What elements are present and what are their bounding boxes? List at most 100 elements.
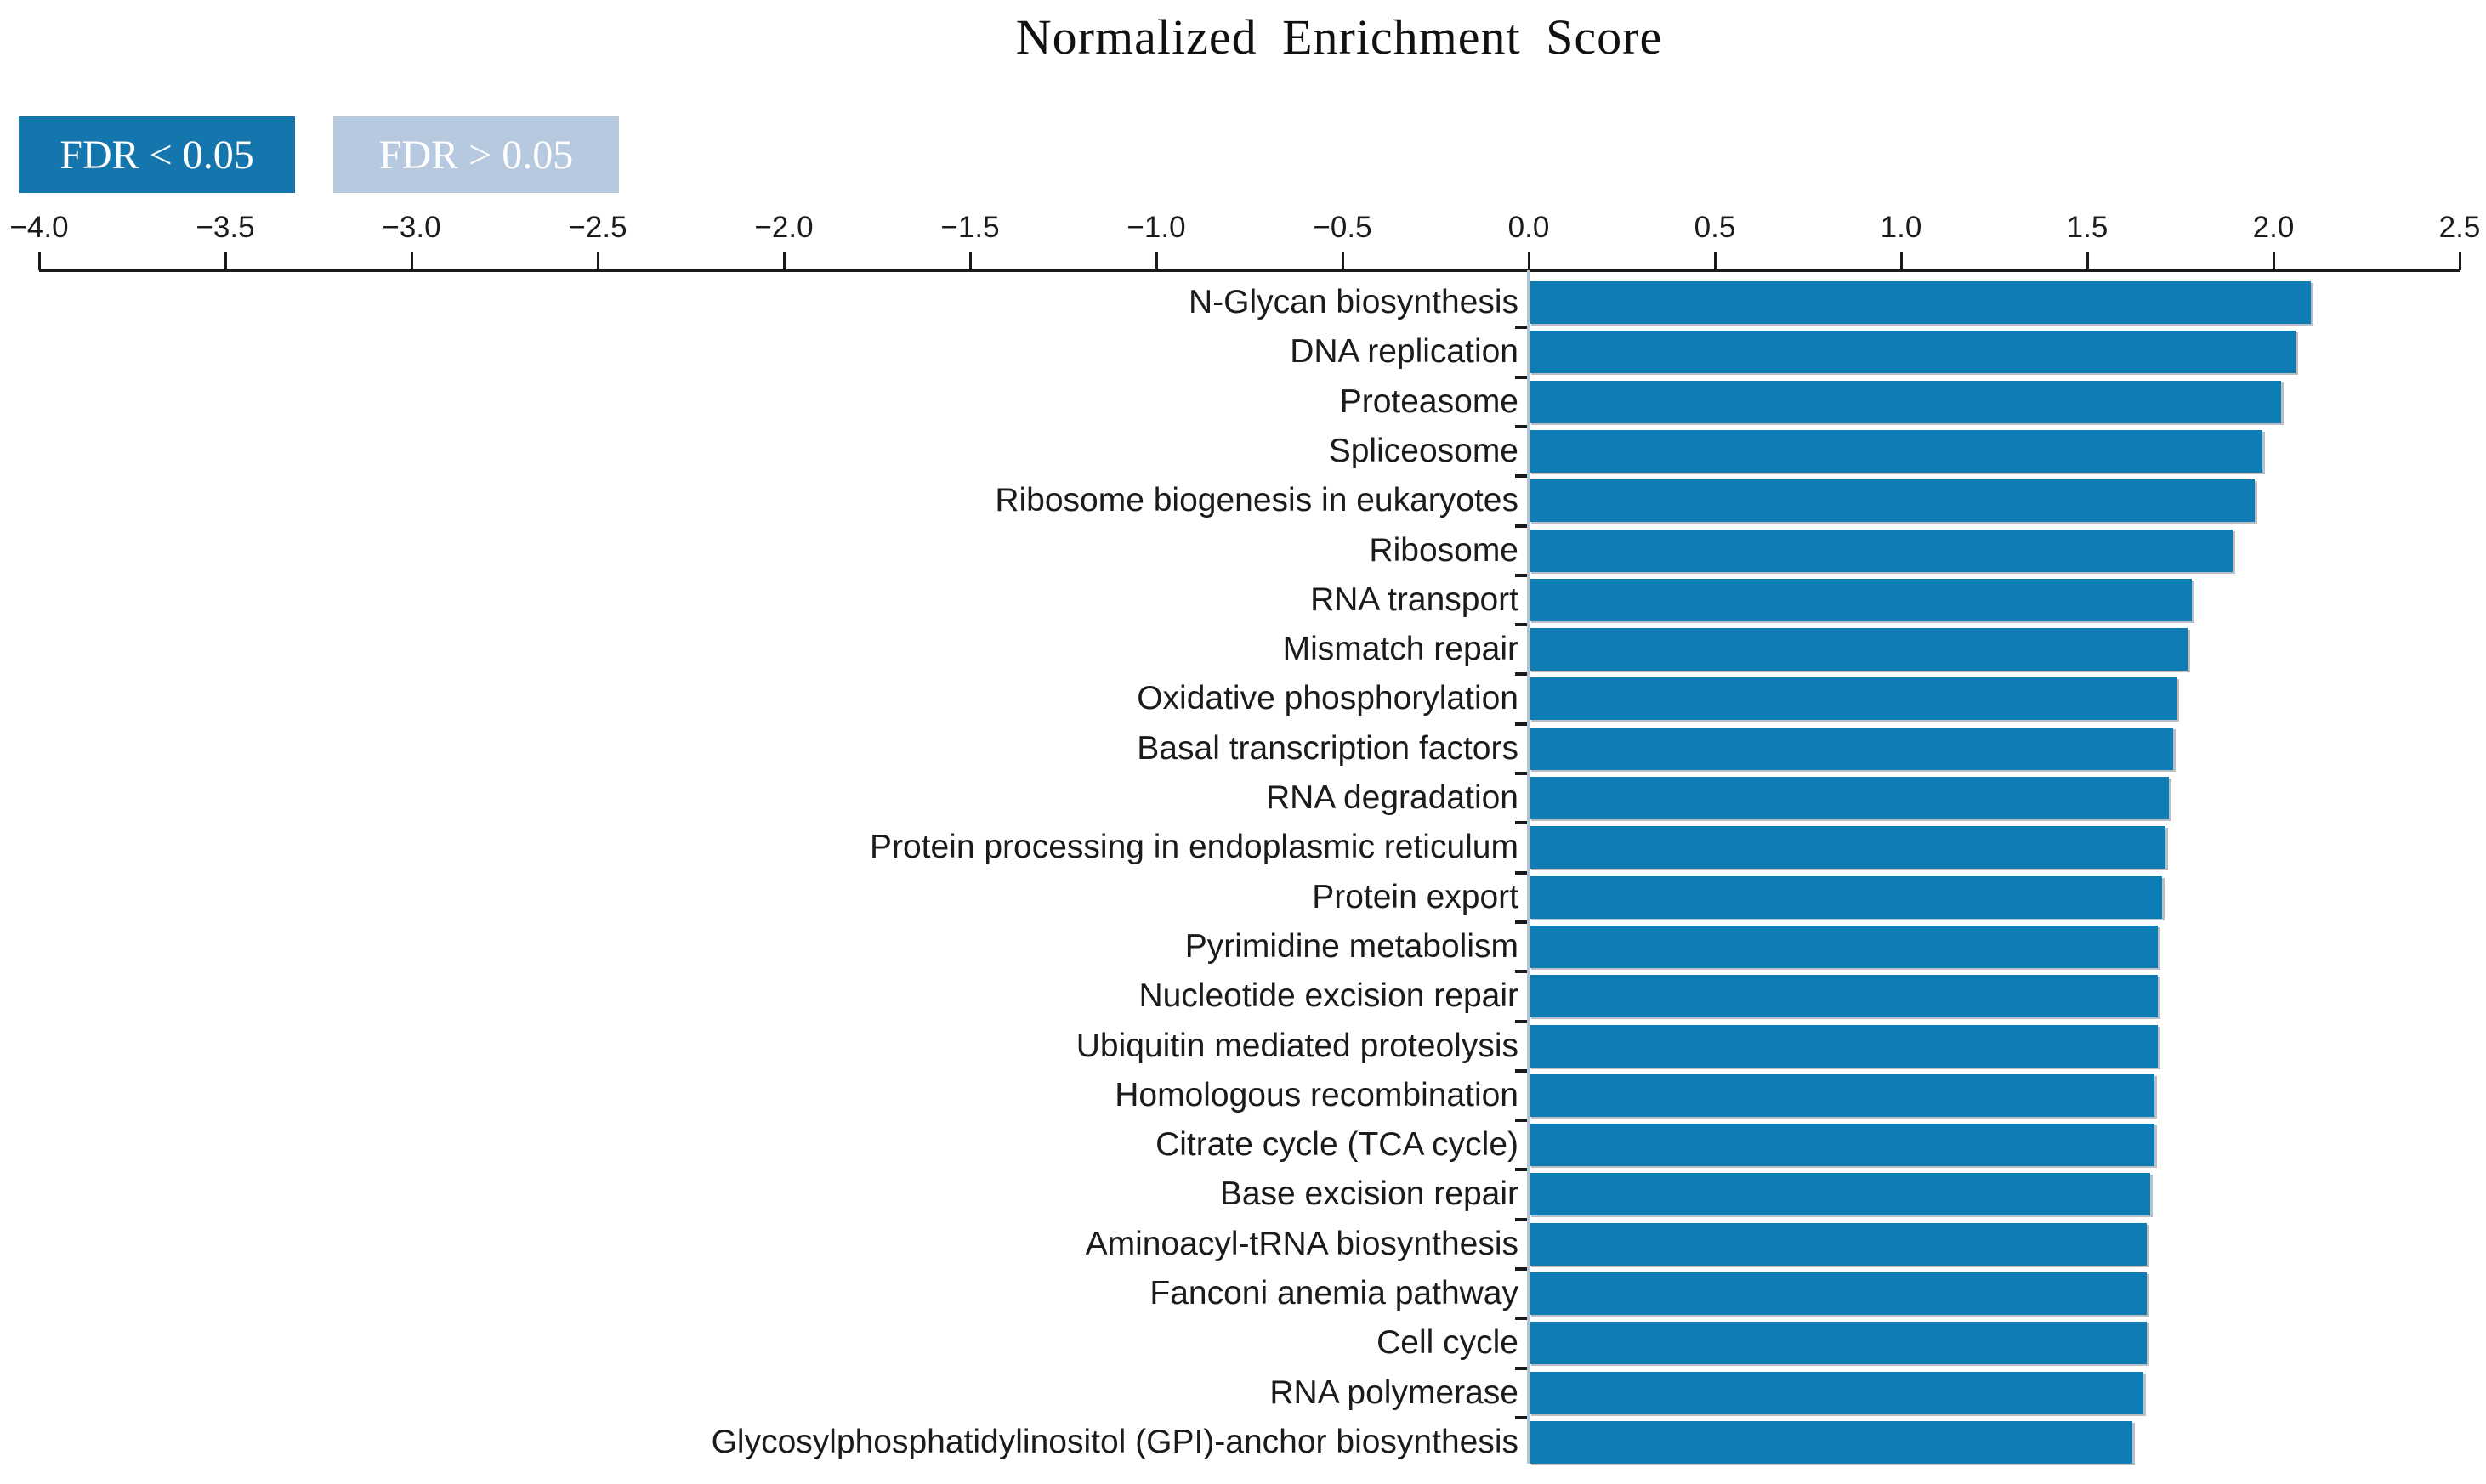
x-axis-tick-label: 1.0: [1880, 211, 1922, 244]
category-label: Proteasome: [1339, 382, 1518, 420]
category-label: Mismatch repair: [1282, 631, 1518, 668]
category-axis-tick: [1515, 821, 1529, 825]
category-axis-tick: [1515, 772, 1529, 775]
category-axis-tick: [1515, 1415, 1529, 1419]
category-axis-tick: [1515, 375, 1529, 379]
bar: [1529, 1420, 2132, 1464]
bar: [1529, 429, 2262, 473]
x-axis-tick: [2458, 252, 2461, 270]
bar: [1529, 1124, 2154, 1167]
category-axis-tick: [1515, 1068, 1529, 1073]
bar: [1529, 1222, 2148, 1266]
x-axis-tick: [224, 252, 227, 270]
category-label: Ribosome: [1369, 531, 1518, 569]
x-axis-tick: [37, 252, 41, 270]
x-axis-tick-label: −2.0: [754, 211, 814, 244]
category-label: Glycosylphosphatidylinositol (GPI)-ancho…: [711, 1423, 1518, 1460]
category-label: RNA transport: [1310, 581, 1518, 618]
x-axis-tick-label: 2.0: [2252, 211, 2295, 244]
bar: [1529, 875, 2162, 919]
x-axis-tick-label: 2.5: [2438, 211, 2481, 244]
category-axis-tick: [1515, 920, 1529, 924]
legend-fdr-significant: FDR < 0.05: [19, 116, 295, 193]
category-label: Protein export: [1312, 878, 1518, 915]
bar: [1529, 826, 2165, 869]
category-axis-tick: [1515, 1019, 1529, 1023]
category-axis-tick: [1515, 970, 1529, 974]
category-label: Fanconi anemia pathway: [1149, 1275, 1518, 1311]
category-axis-tick: [1515, 474, 1529, 479]
x-axis-tick: [596, 252, 599, 270]
category-label: Citrate cycle (TCA cycle): [1155, 1126, 1518, 1164]
category-label: Cell cycle: [1376, 1324, 1518, 1362]
x-axis-tick-label: 0.5: [1694, 211, 1736, 244]
chart-title: Normalized Enrichment Score: [1015, 9, 1663, 65]
zero-axis-line: [1527, 270, 1530, 1464]
category-axis-tick: [1515, 1366, 1529, 1370]
x-axis-tick-label: −2.5: [568, 211, 627, 244]
category-label: Homologous recombination: [1115, 1076, 1518, 1113]
category-axis-tick: [1515, 573, 1529, 577]
category-label: Protein processing in endoplasmic reticu…: [869, 829, 1518, 866]
category-label: Base excision repair: [1219, 1175, 1518, 1213]
x-axis-tick: [410, 252, 413, 270]
category-axis-tick: [1515, 870, 1529, 875]
x-axis-tick-label: −0.5: [1313, 211, 1372, 244]
x-axis-tick-label: 1.5: [2066, 211, 2109, 244]
category-axis-tick: [1515, 623, 1529, 627]
bar: [1529, 1024, 2159, 1068]
category-axis-tick: [1515, 1119, 1529, 1123]
bar: [1529, 677, 2177, 721]
x-axis-tick-label: −3.0: [382, 211, 441, 244]
category-label: RNA degradation: [1265, 779, 1518, 816]
bar: [1529, 1173, 2151, 1216]
x-axis-tick: [968, 252, 972, 270]
x-axis-tick-label: −4.0: [9, 211, 69, 244]
category-label: Oxidative phosphorylation: [1137, 680, 1518, 717]
bar: [1529, 925, 2159, 968]
x-axis-tick: [1155, 252, 1158, 270]
category-axis-tick: [1515, 1267, 1529, 1271]
x-axis-tick: [1341, 252, 1344, 270]
category-axis-tick: [1515, 1217, 1529, 1221]
x-axis-tick: [2086, 252, 2089, 270]
bar: [1529, 628, 2188, 671]
bar: [1529, 777, 2170, 819]
legend-fdr-nonsignificant: FDR > 0.05: [333, 116, 619, 193]
category-label: DNA replication: [1290, 333, 1518, 371]
x-axis-tick-label: −1.0: [1127, 211, 1186, 244]
bar: [1529, 1272, 2148, 1315]
x-axis-tick: [1713, 252, 1717, 270]
category-label: Ubiquitin mediated proteolysis: [1076, 1027, 1518, 1064]
category-label: Basal transcription factors: [1137, 729, 1518, 767]
category-axis-tick: [1515, 1317, 1529, 1321]
category-axis-tick: [1515, 722, 1529, 726]
bar: [1529, 975, 2159, 1018]
x-axis-tick-label: 0.0: [1507, 211, 1550, 244]
category-label: Aminoacyl-tRNA biosynthesis: [1085, 1225, 1518, 1262]
bar: [1529, 281, 2311, 324]
bar: [1529, 331, 2296, 374]
bar: [1529, 727, 2173, 770]
category-label: N-Glycan biosynthesis: [1189, 284, 1518, 320]
bar: [1529, 479, 2256, 523]
bar: [1529, 380, 2281, 423]
category-axis-tick: [1515, 672, 1529, 677]
bar: [1529, 1371, 2143, 1414]
x-axis-tick: [1527, 252, 1530, 270]
category-axis-tick: [1515, 326, 1529, 330]
bar: [1529, 1322, 2148, 1365]
category-axis-tick: [1515, 1168, 1529, 1172]
x-axis-tick: [782, 252, 786, 270]
category-label: RNA polymerase: [1269, 1374, 1518, 1411]
x-axis-tick: [1899, 252, 1903, 270]
bar: [1529, 529, 2233, 572]
x-axis-line: [39, 269, 2460, 272]
category-label: Ribosome biogenesis in eukaryotes: [995, 482, 1518, 519]
category-axis-tick: [1515, 424, 1529, 428]
x-axis-tick: [2272, 252, 2275, 270]
category-label: Nucleotide excision repair: [1138, 977, 1518, 1015]
bar: [1529, 578, 2192, 621]
bar: [1529, 1073, 2154, 1117]
category-label: Spliceosome: [1328, 432, 1518, 469]
